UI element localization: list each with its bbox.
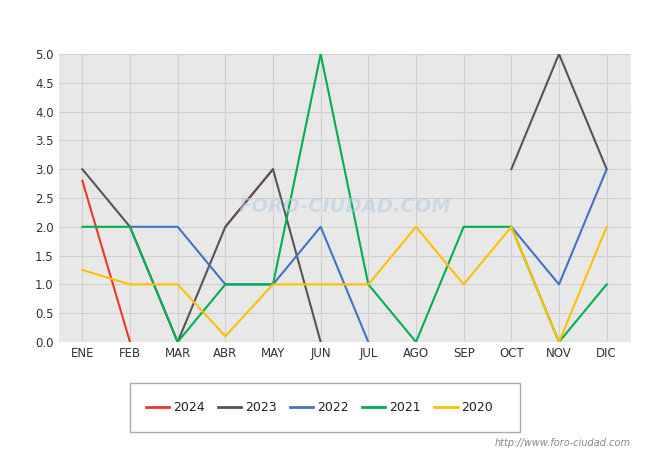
2023	[174, 339, 181, 345]
2020	[508, 224, 515, 230]
2022	[126, 224, 134, 230]
Text: FORO-CIUDAD.COM: FORO-CIUDAD.COM	[238, 197, 451, 216]
2021	[269, 282, 277, 287]
2021	[460, 224, 467, 230]
2023	[269, 166, 277, 172]
2021	[412, 339, 420, 345]
2020	[222, 333, 229, 339]
2022	[317, 224, 324, 230]
2022	[269, 282, 277, 287]
2021	[222, 282, 229, 287]
Text: 2021: 2021	[389, 401, 421, 414]
2020	[174, 282, 181, 287]
2023	[79, 166, 86, 172]
Line: 2020: 2020	[83, 227, 606, 342]
2021	[603, 282, 610, 287]
2024	[126, 339, 134, 345]
2023	[126, 224, 134, 230]
Line: 2021: 2021	[83, 54, 606, 342]
Text: Matriculaciones de Vehiculos en Ataquines: Matriculaciones de Vehiculos en Ataquine…	[148, 14, 502, 32]
2024	[79, 178, 86, 184]
2023	[222, 224, 229, 230]
Text: http://www.foro-ciudad.com: http://www.foro-ciudad.com	[495, 438, 630, 448]
2020	[412, 224, 420, 230]
2020	[555, 339, 563, 345]
Line: 2022: 2022	[130, 227, 369, 342]
Text: 2020: 2020	[462, 401, 493, 414]
2020	[269, 282, 277, 287]
2021	[79, 224, 86, 230]
2020	[365, 282, 372, 287]
2022	[174, 224, 181, 230]
2021	[174, 339, 181, 345]
Line: 2023: 2023	[83, 169, 320, 342]
2020	[126, 282, 134, 287]
2022	[365, 339, 372, 345]
Line: 2024: 2024	[83, 181, 130, 342]
Text: 2024: 2024	[173, 401, 205, 414]
2020	[603, 224, 610, 230]
2021	[508, 224, 515, 230]
Text: 2022: 2022	[317, 401, 349, 414]
2021	[365, 282, 372, 287]
2023	[317, 339, 324, 345]
2021	[555, 339, 563, 345]
2020	[460, 282, 467, 287]
Text: 2023: 2023	[245, 401, 277, 414]
2021	[317, 51, 324, 57]
2020	[79, 267, 86, 273]
2020	[317, 282, 324, 287]
2021	[126, 224, 134, 230]
2022	[222, 282, 229, 287]
